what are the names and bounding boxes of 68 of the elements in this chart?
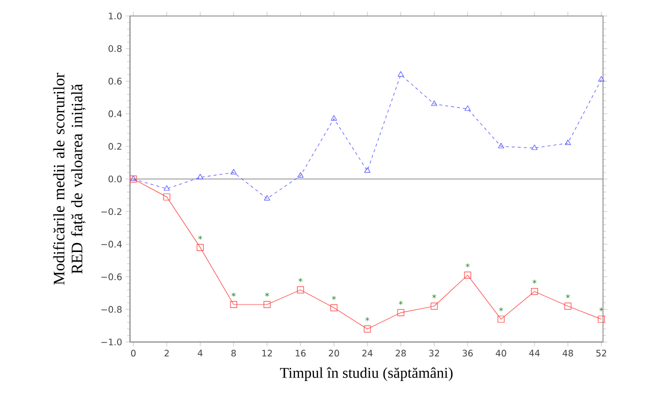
- point: [397, 309, 404, 316]
- annotation: *: [232, 292, 236, 297]
- x-tick-label: 32: [429, 350, 440, 357]
- x-tick-label: 44: [529, 350, 540, 356]
- annotation: *: [298, 278, 302, 282]
- x-tick-label: 8: [231, 350, 236, 357]
- point: [330, 304, 338, 312]
- x-tick-label: 28: [396, 350, 406, 357]
- x-tick-label: 4: [198, 350, 203, 356]
- x-tick-label: 16: [296, 350, 306, 357]
- point: [163, 193, 170, 200]
- x-tick-label: 2: [164, 350, 169, 356]
- point: [164, 185, 170, 191]
- point: [197, 174, 204, 180]
- point: [564, 140, 571, 146]
- point: [264, 301, 271, 308]
- x-tick-label: 40: [496, 350, 506, 357]
- y-tick-label: 1.0: [108, 12, 122, 20]
- point: [330, 115, 337, 121]
- x-tick-label: 52: [596, 350, 606, 357]
- y-tick-label: −0.8: [101, 306, 122, 313]
- y-tick-label: 0.4: [108, 110, 122, 118]
- x-tick-label: 0: [131, 350, 136, 357]
- point: [498, 142, 504, 148]
- point: [264, 195, 270, 200]
- point: [464, 272, 472, 279]
- annotation: *: [566, 294, 570, 298]
- point: [230, 301, 238, 308]
- y-tick-label: 0.2: [108, 143, 122, 150]
- x-tick-label: 12: [262, 350, 272, 356]
- annotation: *: [532, 280, 536, 284]
- x-tick-label: 24: [362, 350, 373, 356]
- point: [564, 302, 572, 310]
- point: [296, 286, 304, 294]
- point: [431, 100, 438, 106]
- point: [598, 316, 605, 323]
- y-tick-label: 0.8: [108, 45, 122, 52]
- annotation: *: [332, 296, 336, 300]
- point: [531, 144, 538, 150]
- annotation: *: [198, 236, 202, 240]
- x-tick-label: 48: [562, 350, 573, 357]
- x-axis-title: Timpul în studiu (săptămâni): [280, 367, 453, 381]
- point: [498, 316, 505, 323]
- x-tick-label: 20: [328, 350, 340, 357]
- x-tick-label: 36: [462, 350, 473, 357]
- annotation: *: [432, 294, 436, 298]
- point: [196, 244, 204, 251]
- annotation: *: [398, 300, 403, 305]
- point: [464, 105, 471, 111]
- point: [430, 302, 438, 310]
- point: [364, 167, 370, 173]
- annotation: *: [265, 292, 270, 297]
- y-tick-label: −0.4: [101, 240, 122, 248]
- y-tick-label: −0.6: [101, 273, 122, 280]
- point: [598, 76, 604, 82]
- point: [364, 325, 371, 332]
- point: [297, 172, 304, 178]
- annotation: *: [466, 263, 470, 268]
- y-axis-title: Modificările medii ale scorurilor RED față de valoarea inițială: [53, 72, 86, 285]
- point: [398, 71, 404, 77]
- annotation: *: [365, 317, 370, 322]
- y-tick-label: −0.2: [101, 208, 122, 215]
- y-tick-label: 0.6: [108, 78, 122, 85]
- annotation: *: [499, 307, 504, 312]
- y-tick-label: 0.0: [108, 176, 122, 182]
- y-tick-label: −1.0: [101, 338, 122, 346]
- point: [530, 288, 538, 295]
- point: [230, 168, 237, 174]
